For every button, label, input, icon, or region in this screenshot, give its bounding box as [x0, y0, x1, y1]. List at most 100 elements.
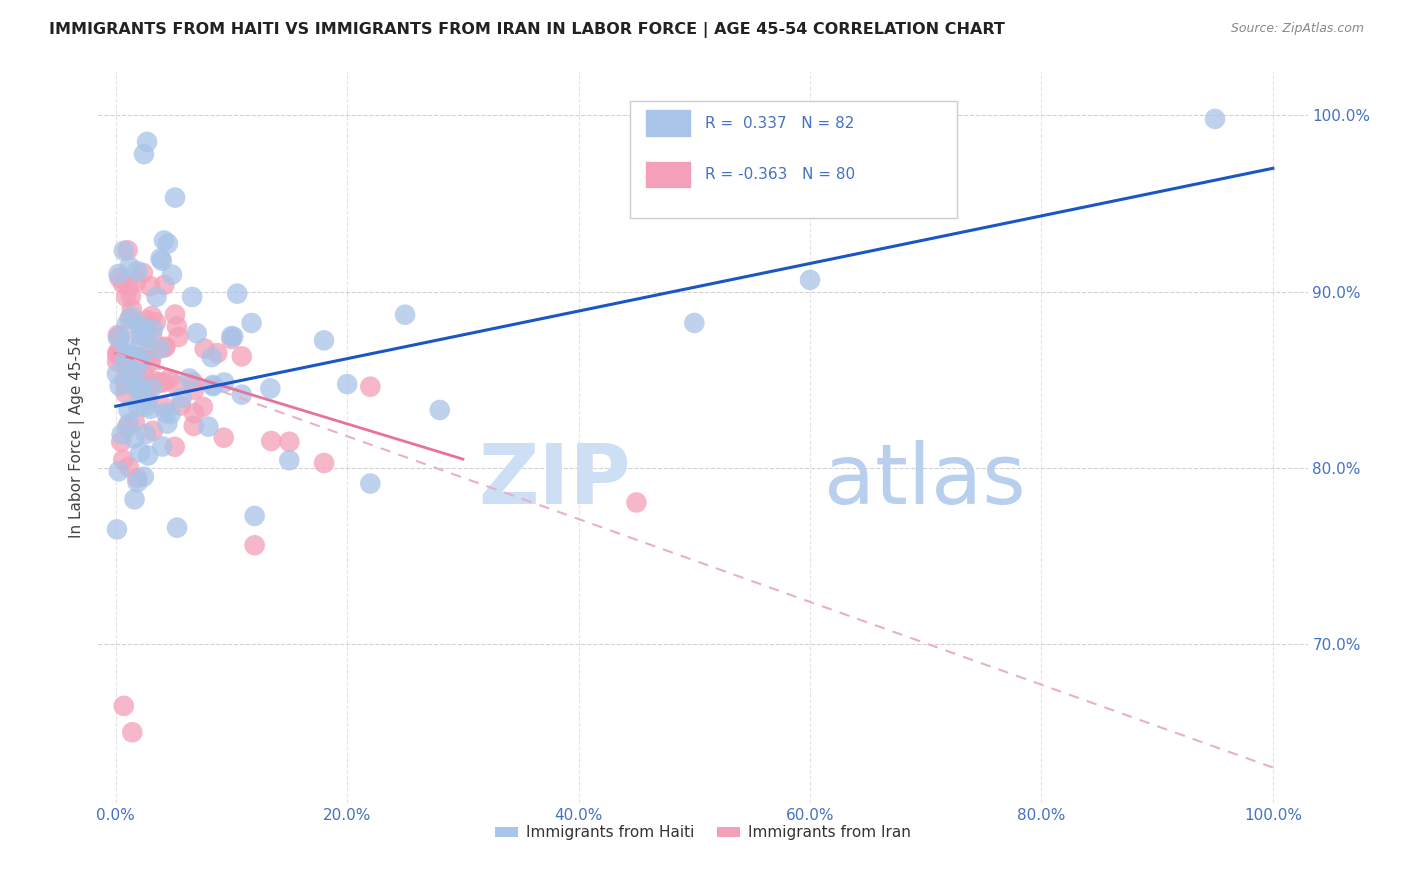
Point	[132, 387, 155, 401]
Point	[197, 419, 219, 434]
Text: ZIP: ZIP	[478, 441, 630, 522]
Point	[207, 346, 229, 360]
Point	[156, 236, 179, 251]
Point	[115, 346, 138, 360]
Point	[683, 316, 706, 330]
Text: Source: ZipAtlas.com: Source: ZipAtlas.com	[1230, 22, 1364, 36]
Point	[170, 399, 193, 413]
Point	[626, 495, 648, 509]
Point	[124, 356, 146, 370]
Point	[134, 326, 156, 340]
Point	[278, 453, 301, 467]
Point	[135, 400, 157, 414]
Point	[157, 372, 180, 386]
Point	[108, 329, 131, 343]
Point	[107, 328, 129, 343]
Point	[160, 268, 183, 282]
Point	[194, 342, 217, 356]
Point	[118, 260, 141, 274]
Point	[359, 380, 381, 394]
Point	[132, 469, 155, 483]
Point	[124, 415, 146, 429]
Point	[121, 301, 143, 316]
Point	[105, 348, 128, 362]
Text: IMMIGRANTS FROM HAITI VS IMMIGRANTS FROM IRAN IN LABOR FORCE | AGE 45-54 CORRELA: IMMIGRANTS FROM HAITI VS IMMIGRANTS FROM…	[49, 22, 1005, 38]
Point	[125, 275, 148, 289]
Point	[148, 376, 170, 390]
Point	[799, 273, 821, 287]
Point	[115, 318, 138, 332]
Point	[115, 290, 138, 304]
Point	[107, 344, 129, 359]
Point	[120, 289, 142, 303]
Point	[120, 310, 142, 324]
Point	[132, 147, 155, 161]
Point	[124, 369, 146, 384]
Legend: Immigrants from Haiti, Immigrants from Iran: Immigrants from Haiti, Immigrants from I…	[489, 819, 917, 847]
Point	[135, 331, 157, 345]
Point	[131, 323, 153, 337]
Point	[112, 244, 135, 258]
Point	[221, 329, 243, 343]
Point	[336, 377, 359, 392]
Point	[136, 347, 159, 361]
Point	[212, 431, 235, 445]
Point	[141, 330, 163, 344]
Point	[226, 286, 249, 301]
Point	[105, 367, 128, 381]
Point	[145, 315, 167, 329]
Point	[129, 318, 152, 333]
Point	[179, 371, 201, 385]
Point	[149, 252, 172, 266]
Point	[243, 538, 266, 552]
Point	[125, 350, 148, 364]
Point	[114, 386, 136, 401]
Point	[112, 453, 135, 467]
Point	[135, 371, 157, 385]
Point	[153, 234, 176, 248]
Point	[105, 522, 128, 536]
Point	[152, 376, 174, 390]
Point	[155, 340, 177, 354]
Y-axis label: In Labor Force | Age 45-54: In Labor Force | Age 45-54	[69, 336, 84, 538]
Point	[165, 308, 187, 322]
Point	[114, 371, 136, 385]
Text: R =  0.337   N = 82: R = 0.337 N = 82	[706, 116, 855, 131]
Point	[114, 336, 136, 351]
Point	[114, 377, 136, 392]
Point	[221, 332, 243, 346]
Point	[260, 434, 283, 448]
Point	[129, 375, 152, 389]
Point	[129, 445, 152, 459]
Point	[201, 350, 224, 364]
Point	[136, 449, 159, 463]
Point	[107, 331, 129, 345]
Point	[118, 311, 141, 326]
Point	[114, 353, 136, 368]
Point	[136, 390, 159, 404]
Point	[107, 267, 129, 281]
Point	[183, 406, 205, 420]
Point	[139, 401, 162, 416]
Point	[240, 316, 263, 330]
Point	[202, 379, 225, 393]
Point	[121, 725, 143, 739]
Point	[141, 380, 163, 394]
Point	[150, 440, 173, 454]
Point	[132, 322, 155, 336]
Point	[127, 353, 149, 368]
Point	[181, 376, 204, 390]
Point	[153, 341, 176, 355]
Point	[155, 406, 177, 420]
Point	[1204, 112, 1226, 126]
Point	[118, 459, 141, 474]
Point	[243, 508, 266, 523]
Point	[139, 353, 162, 368]
Point	[141, 309, 163, 323]
Point	[108, 346, 131, 360]
Point	[191, 400, 214, 414]
Point	[142, 322, 165, 336]
Point	[107, 464, 129, 478]
Point	[166, 319, 188, 334]
Point	[166, 378, 188, 392]
